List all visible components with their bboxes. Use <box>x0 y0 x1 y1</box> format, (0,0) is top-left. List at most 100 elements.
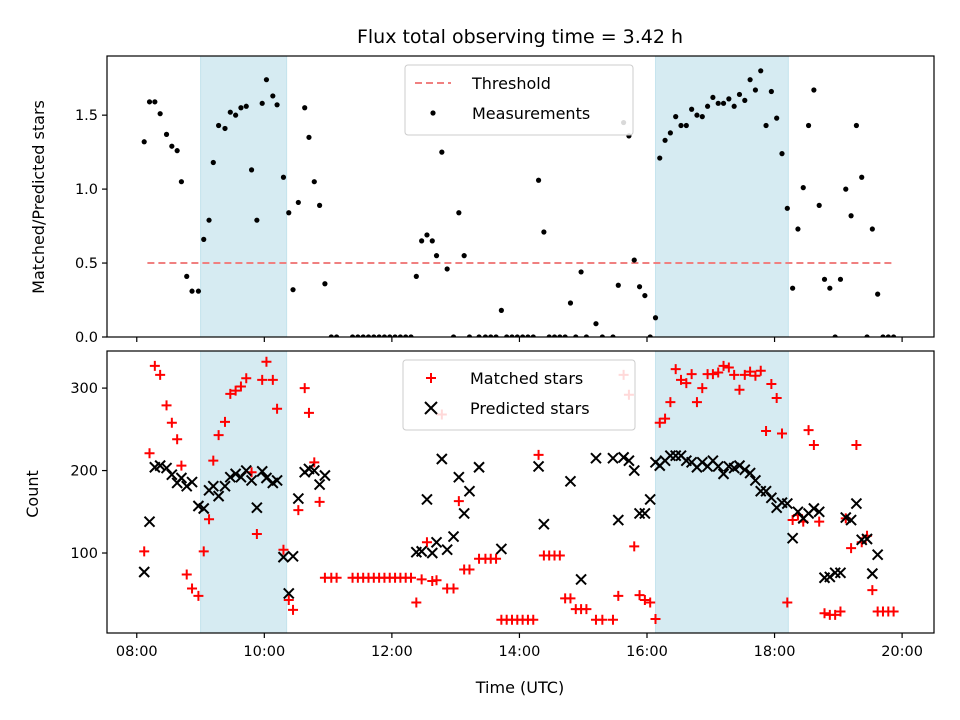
predicted-star-point <box>538 518 550 530</box>
predicted-star-point <box>224 471 237 483</box>
matched-star-point <box>139 546 150 557</box>
bottom-y-tick-label: 300 <box>70 381 98 397</box>
x-tick-label: 08:00 <box>116 644 158 660</box>
matched-star-point <box>225 388 236 399</box>
measurement-point <box>811 87 817 93</box>
predicted-star-point <box>644 493 656 506</box>
matched-star-point <box>193 590 204 601</box>
measurement-point <box>355 334 361 337</box>
matched-star-point <box>219 416 230 427</box>
top-y-tick-label: 1.5 <box>75 108 98 124</box>
measurement-point <box>439 149 445 155</box>
measurement-point <box>525 334 531 337</box>
measurement-point <box>843 186 849 192</box>
matched-star-point <box>416 574 427 585</box>
matched-star-point <box>650 613 661 624</box>
matched-star-point <box>187 583 198 594</box>
matched-star-point <box>293 505 304 516</box>
measurement-point <box>699 114 705 120</box>
predicted-star-point <box>319 469 331 482</box>
bottom-y-axis-label: Count <box>23 470 42 518</box>
predicted-star-point <box>154 459 166 472</box>
matched-star-point <box>241 373 252 384</box>
measurement-point <box>827 285 833 291</box>
matched-star-point <box>176 460 187 471</box>
predicted-star-point <box>628 464 640 477</box>
measurement-point <box>891 334 897 337</box>
measurement-point <box>286 210 292 216</box>
predicted-star-point <box>447 530 460 543</box>
top-axes-frame <box>106 55 935 338</box>
measurement-point <box>880 334 886 337</box>
x-tick-label: 18:00 <box>754 644 796 660</box>
bottom-axes-frame <box>106 350 935 634</box>
matched-star-point <box>645 597 656 608</box>
measurement-point <box>392 334 398 337</box>
measurement-point <box>216 122 222 129</box>
predicted-star-point <box>277 551 290 563</box>
measurement-point <box>736 91 743 98</box>
matched-star-point <box>533 449 544 460</box>
measurement-point <box>636 284 643 290</box>
matched-star-point <box>421 537 432 548</box>
matched-star-point <box>766 378 777 389</box>
measurement-point <box>784 205 790 211</box>
measurement-point <box>821 276 828 282</box>
matched-star-point <box>565 593 576 604</box>
x-tick-label: 14:00 <box>499 644 541 660</box>
legend-matched-swatch <box>426 373 436 383</box>
measurement-point <box>747 77 753 83</box>
predicted-star-point <box>845 514 857 526</box>
measurement-point <box>456 210 462 216</box>
predicted-star-point <box>473 461 485 473</box>
predicted-star-point <box>633 507 646 520</box>
matched-star-point <box>314 496 325 507</box>
measurement-point <box>316 202 323 208</box>
measurement-point <box>593 321 599 327</box>
matched-star-point <box>776 428 787 439</box>
measurement-point <box>805 122 812 129</box>
predicted-star-point <box>744 467 756 479</box>
predicted-star-point <box>463 485 476 497</box>
matched-star-point <box>654 417 665 428</box>
matched-star-point <box>761 425 772 436</box>
matched-star-point <box>155 369 166 380</box>
measurement-point <box>530 334 536 337</box>
predicted-star-point <box>834 567 847 579</box>
matched-star-point <box>597 614 608 625</box>
matched-star-point <box>554 550 565 561</box>
matched-star-point <box>634 590 645 601</box>
measurement-point <box>238 105 244 111</box>
predicted-star-point <box>313 478 326 491</box>
bottom-y-tick-label: 200 <box>70 464 98 480</box>
measurement-point <box>259 100 265 106</box>
matched-star-point <box>213 430 224 441</box>
matched-star-point <box>257 374 268 385</box>
matched-star-point <box>851 440 862 450</box>
predicted-star-point <box>866 567 879 580</box>
predicted-star-point <box>808 502 820 515</box>
predicted-star-point <box>260 472 273 484</box>
measurement-point <box>562 334 568 337</box>
matched-star-point <box>771 393 782 403</box>
measurement-point <box>195 288 202 294</box>
measurement-point <box>387 334 393 337</box>
measurement-point <box>546 334 552 337</box>
matched-star-point <box>613 590 624 601</box>
matched-star-point <box>299 383 310 394</box>
measurement-point <box>201 236 207 242</box>
bottom-legend: Matched stars Predicted stars <box>402 359 636 431</box>
matched-star-point <box>144 448 155 459</box>
measurement-point <box>800 185 806 191</box>
top-shaded-interval <box>654 55 789 338</box>
measurement-point <box>141 139 147 145</box>
measurement-point <box>720 100 727 106</box>
matched-star-point <box>331 572 342 583</box>
matched-star-point <box>681 378 692 389</box>
measurement-point <box>360 334 366 337</box>
matched-star-point <box>745 366 756 377</box>
predicted-star-point <box>495 543 508 555</box>
matched-star-point <box>888 606 899 617</box>
measurement-point <box>444 266 450 272</box>
